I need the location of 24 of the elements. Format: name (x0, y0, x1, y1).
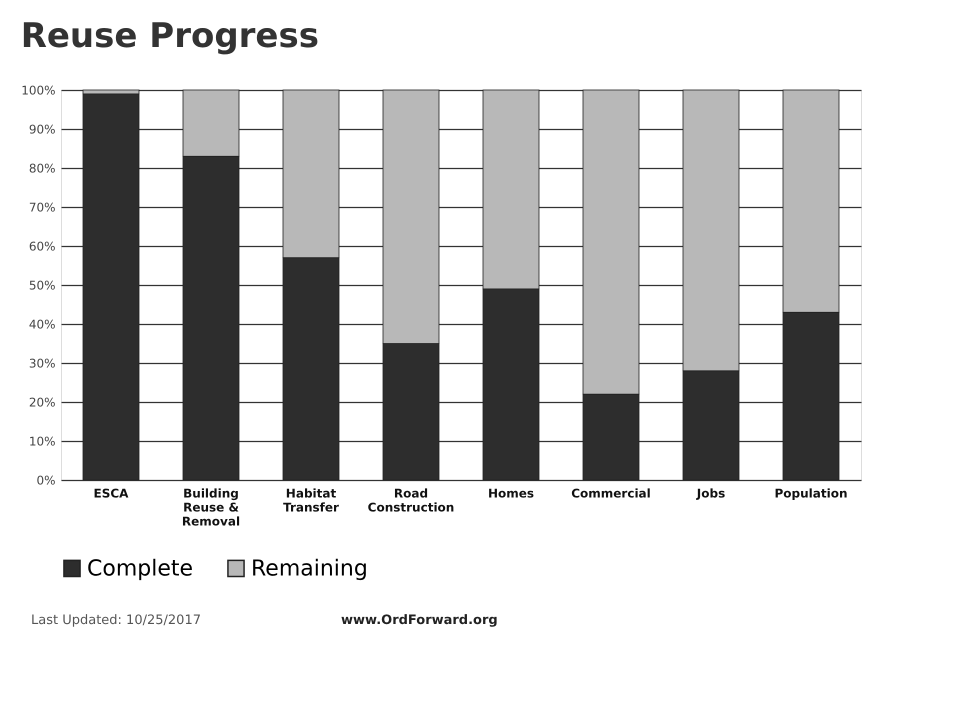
y-tick-label: 10% (28, 434, 56, 448)
x-tick-label: Road Construction (368, 486, 454, 514)
y-tick-label: 60% (28, 240, 56, 254)
x-tick-label: Habitat Transfer (283, 486, 339, 514)
x-tick-label: Homes (488, 486, 534, 500)
y-tick-label: 40% (28, 318, 56, 332)
y-tick-label: 90% (28, 122, 56, 136)
y-tick-label: 70% (28, 200, 56, 214)
y-tick-label: 30% (28, 356, 56, 370)
y-tick-label: 50% (28, 278, 56, 292)
x-tick-label: Building Reuse & Removal (182, 486, 240, 528)
x-tick-label: Commercial (571, 486, 651, 500)
x-tick-label: ESCA (94, 486, 130, 500)
y-tick-label: 80% (28, 162, 56, 176)
chart-title: Reuse Progress (20, 16, 319, 56)
text: www.OrdForward.org (341, 613, 498, 628)
y-tick-label: 20% (28, 396, 56, 410)
x-tick-label: Population (774, 486, 848, 500)
y-tick-label: 100% (21, 84, 56, 98)
x-tick-label: Jobs (696, 486, 726, 500)
legend-label: Remaining (251, 556, 368, 582)
text: Last Updated: 10/25/2017 (31, 613, 201, 628)
y-tick-label: 0% (36, 474, 56, 488)
legend-label: Complete (87, 556, 194, 582)
